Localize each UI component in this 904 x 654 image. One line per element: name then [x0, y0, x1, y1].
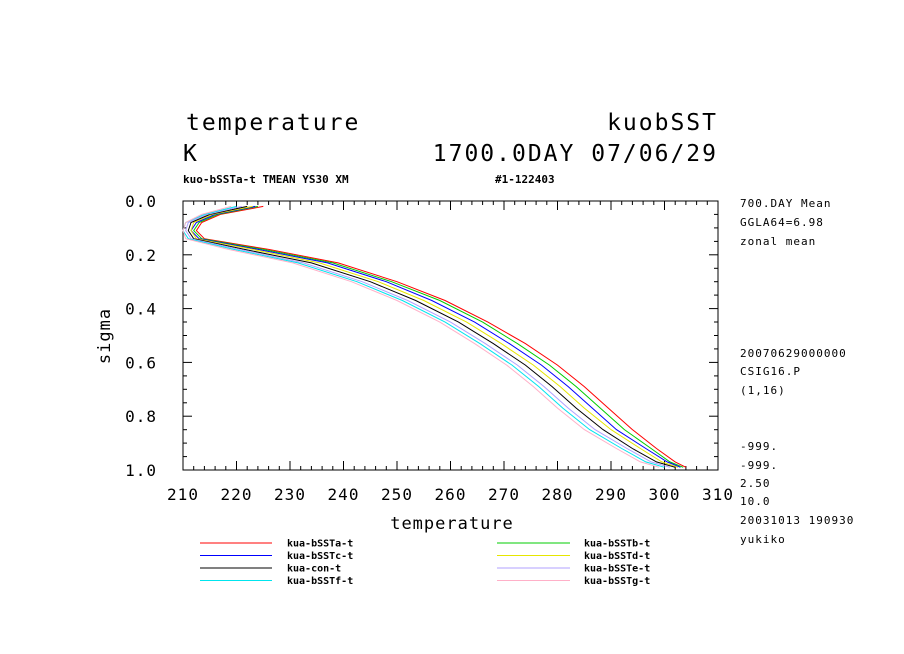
y-tick-label: 0.4 — [125, 300, 157, 319]
side-info-11: 20031013 190930 — [740, 514, 854, 527]
series-line-kua-bSSTg-t — [182, 205, 660, 468]
legend-label: kua-bSSTc-t — [287, 551, 353, 562]
side-info-4: 20070629000000 — [740, 347, 847, 360]
side-info-1: 700.DAY Mean — [740, 197, 831, 210]
legend-label: kua-con-t — [287, 564, 341, 575]
legend: kua-bSSTa-t kua-bSSTb-t kua-bSSTc-t kua-bSS… — [200, 539, 650, 587]
plot-frame — [182, 200, 719, 471]
x-tick-label: 220 — [221, 485, 253, 504]
x-tick-label: 300 — [649, 485, 681, 504]
side-info-12: yukiko — [740, 533, 786, 546]
subtitle-left: kuo-bSSTa-t TMEAN YS30 XM — [183, 173, 349, 186]
series-line-kua-bSSTf-t — [182, 205, 665, 468]
date-line: 1700.0DAY 07/06/29 — [433, 141, 718, 167]
y-tick-label: 0.0 — [125, 192, 157, 211]
y-axis-label: sigma — [95, 308, 115, 364]
side-info-2: GGLA64=6.98 — [740, 216, 824, 229]
axis-ticks — [182, 200, 719, 471]
series-line-kua-bSSTa-t — [195, 205, 687, 468]
experiment-name: kuobSST — [607, 110, 718, 136]
x-tick-label: 250 — [381, 485, 413, 504]
x-tick-label: 230 — [274, 485, 306, 504]
side-info-3: zonal mean — [740, 235, 816, 248]
chart-title: temperature — [186, 110, 360, 136]
side-info-5: CSIG16.P — [740, 365, 801, 378]
series-line-kua-bSSTe-t — [185, 205, 671, 468]
series-line-kua-bSSTd-t — [190, 205, 679, 468]
subtitle-right: #1-122403 — [495, 173, 555, 186]
series-line-kua-bSSTc-t — [190, 205, 681, 468]
x-axis-label: temperature — [390, 514, 514, 534]
legend-label: kua-bSSTb-t — [584, 539, 650, 550]
x-tick-label: 270 — [488, 485, 520, 504]
legend-label: kua-bSSTf-t — [287, 576, 353, 587]
x-tick-label: 290 — [595, 485, 627, 504]
unit-label: K — [183, 141, 199, 167]
tick-labels: 210 220 230 240 250 260 270 280 290 300 310 0.0 0.2 0… — [125, 192, 734, 504]
side-info-8: -999. — [740, 459, 778, 472]
legend-label: kua-bSSTe-t — [584, 564, 650, 575]
x-tick-label: 260 — [435, 485, 467, 504]
y-tick-label: 0.6 — [125, 353, 157, 372]
side-info-9: 2.50 — [740, 477, 771, 490]
legend-label: kua-bSSTa-t — [287, 539, 353, 550]
series-line-kua-bSSTb-t — [193, 205, 684, 468]
side-info-10: 10.0 — [740, 495, 771, 508]
legend-label: kua-bSSTd-t — [584, 551, 650, 562]
data-series — [182, 205, 687, 468]
legend-label: kua-bSSTg-t — [584, 576, 650, 587]
side-info-7: -999. — [740, 440, 778, 453]
y-tick-label: 0.8 — [125, 407, 157, 426]
x-tick-label: 310 — [702, 485, 734, 504]
series-line-kua-con-t — [187, 205, 676, 468]
side-info-6: (1,16) — [740, 384, 786, 397]
x-tick-label: 240 — [328, 485, 360, 504]
y-tick-label: 0.2 — [125, 246, 157, 265]
x-tick-label: 280 — [542, 485, 574, 504]
x-tick-label: 210 — [167, 485, 199, 504]
y-tick-label: 1.0 — [125, 461, 157, 480]
